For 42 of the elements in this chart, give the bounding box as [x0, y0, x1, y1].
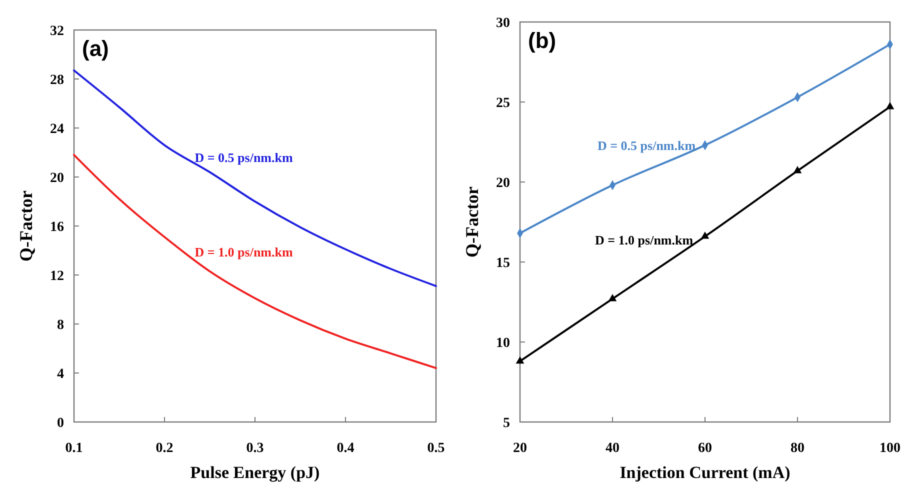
y-tick-label: 0: [57, 416, 64, 431]
x-tick-label: 0.4: [336, 441, 354, 456]
series-label: D = 0.5 ps/nm.km: [598, 138, 696, 154]
y-tick-label: 4: [57, 366, 64, 382]
x-tick-label: 0.3: [246, 441, 264, 456]
y-tick-label: 16: [50, 220, 64, 235]
y-tick-label: 24: [50, 122, 64, 137]
x-axis-title: Injection Current (mA): [620, 463, 790, 482]
y-axis-title: Q-Factor: [462, 186, 482, 258]
x-tick-label: 100: [880, 441, 900, 456]
x-tick-label: 0.5: [427, 441, 445, 456]
x-tick-label: 60: [698, 441, 712, 456]
y-tick-label: 20: [496, 176, 510, 191]
x-tick-label: 20: [513, 441, 527, 456]
y-tick-label: 30: [496, 16, 510, 31]
point: [608, 294, 617, 302]
x-tick-label: 80: [790, 441, 804, 456]
point: [516, 356, 524, 364]
line-series: [73, 69, 437, 288]
y-tick-label: 10: [496, 336, 510, 351]
y-tick-label: 28: [50, 72, 64, 88]
chart-title: (b): [528, 28, 556, 53]
y-tick-label: 32: [50, 24, 64, 39]
y-tick-label: 12: [50, 268, 64, 284]
x-axis-title: Pulse Energy (pJ): [190, 463, 320, 482]
y-tick-label: 25: [496, 96, 510, 111]
chart-title: (a): [82, 36, 109, 61]
point: [700, 232, 710, 239]
x-tick-label: 0.1: [65, 441, 83, 456]
series-label: D = 0.5 ps/nm.km: [194, 150, 293, 166]
y-tick-label: 20: [50, 170, 64, 186]
y-axis-title: Q-Factor: [16, 190, 36, 262]
y-tick-label: 8: [57, 318, 64, 333]
point: [886, 102, 894, 110]
point: [793, 166, 802, 174]
series-label: D = 1.0 ps/nm.km: [194, 244, 293, 260]
y-tick-label: 15: [496, 256, 510, 271]
line-series: [73, 154, 437, 370]
series-label: D = 1.0 ps/nm.km: [595, 232, 694, 248]
x-tick-label: 0.2: [156, 441, 174, 456]
y-tick-label: 5: [503, 416, 510, 431]
x-tick-label: 40: [606, 441, 620, 456]
